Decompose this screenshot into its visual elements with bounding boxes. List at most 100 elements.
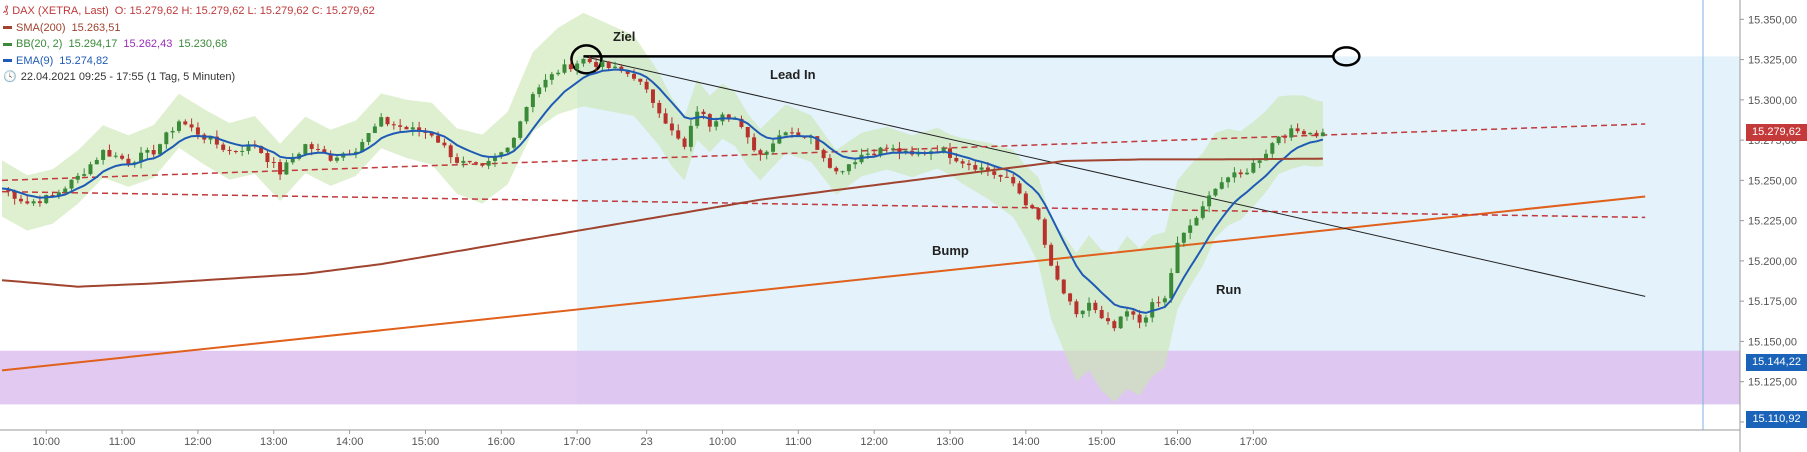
candle-body [113, 155, 118, 157]
candle-body [12, 191, 17, 199]
candle-body [549, 74, 554, 80]
candle-body [259, 146, 264, 153]
candle-body [1068, 293, 1073, 302]
candle-body [75, 175, 80, 180]
candle-body [992, 171, 997, 175]
candle-body [941, 148, 946, 152]
candle-body [303, 144, 308, 154]
candle-body [1238, 172, 1243, 175]
candle-body [436, 135, 441, 143]
candle-body [1207, 195, 1212, 207]
candle-body [107, 150, 112, 157]
candle-body [385, 117, 390, 125]
x-tick-label: 14:00 [1012, 436, 1040, 448]
target-start-circle [570, 44, 603, 75]
candle-body [322, 149, 327, 154]
candlesticks [6, 56, 1325, 332]
candle-body [587, 58, 592, 63]
candle-body [1074, 301, 1079, 315]
legend-range: 🕓 22.04.2021 09:25 - 17:55 (1 Tag, 5 Min… [3, 69, 375, 86]
legend-sma[interactable]: SMA(200) 15.263,51 [3, 20, 375, 37]
candle-body [278, 162, 283, 175]
bb-lower-value: 15.230,68 [178, 38, 228, 50]
candle-body [474, 162, 478, 164]
candle-body [827, 158, 832, 168]
candle-body [461, 160, 466, 163]
instrument-name[interactable]: DAX (XETRA, Last) [12, 5, 109, 17]
bb-upper-value: 15.294,17 [68, 38, 118, 50]
sma-value: 15.263,51 [71, 21, 121, 34]
candle-body [1112, 321, 1117, 329]
lower-channel-line [1, 190, 1646, 219]
candle-body [316, 148, 320, 150]
candle-body [151, 150, 156, 155]
candle-body [309, 144, 314, 149]
candle-body [669, 123, 674, 131]
candle-body [214, 136, 219, 145]
candle-body [1175, 242, 1180, 274]
candle-body [790, 132, 794, 134]
candle-body [189, 124, 194, 128]
legend-bb[interactable]: BB(20, 2) 15.294,17 15.262,43 15.230,68 [3, 36, 375, 53]
candle-body [170, 130, 175, 133]
chart-legend: ₰ DAX (XETRA, Last) O: 15.279,62 H: 15.2… [3, 3, 375, 86]
candle-body [530, 94, 535, 108]
candle-body [954, 157, 959, 162]
candle-body [240, 150, 245, 152]
candle-body [360, 142, 365, 152]
candle-body [1124, 311, 1129, 317]
candle-body [846, 164, 851, 172]
annotation-lead-in: Lead In [770, 67, 816, 82]
candle-body [1181, 232, 1186, 243]
x-tick-label: 15:00 [1088, 436, 1116, 448]
candle-body [511, 137, 516, 148]
x-tick-label: 13:00 [936, 436, 964, 448]
candle-body [518, 121, 523, 138]
candle-body [94, 159, 99, 165]
candle-body [979, 167, 984, 170]
candle-body [1042, 219, 1047, 245]
candle-body [492, 156, 497, 161]
x-tick-label: 10:00 [32, 436, 60, 448]
x-tick-label: 12:00 [184, 436, 212, 448]
candle-body [467, 160, 472, 163]
candle-body [1061, 279, 1066, 294]
candle-body [998, 174, 1003, 177]
candle-body [1314, 132, 1319, 137]
y-tick-label: 15.300,00 [1748, 95, 1797, 107]
candle-body [233, 151, 238, 153]
chart-type-icon: ₰ [3, 5, 9, 16]
candle-body [1282, 136, 1287, 138]
x-tick-label: 16:00 [1164, 436, 1192, 448]
y-tick-label: 15.325,00 [1748, 55, 1797, 67]
candle-body [1055, 265, 1060, 280]
candle-body [44, 195, 49, 204]
candle-body [1143, 317, 1148, 323]
candle-body [1232, 172, 1237, 178]
target-end-circle [1332, 46, 1361, 67]
annotation-bump: Bump [932, 243, 969, 258]
candle-body [884, 147, 889, 149]
indicator-lines [1, 68, 1324, 314]
candle-body [1301, 131, 1306, 135]
x-tick-label: 12:00 [860, 436, 888, 448]
legend-ema[interactable]: EMA(9) 15.274,82 [3, 53, 375, 70]
sma-label: SMA(200) [16, 21, 66, 34]
target-zone [0, 350, 1740, 405]
candle-body [1188, 225, 1193, 233]
x-tick-label: 15:00 [412, 436, 440, 448]
candle-body [632, 73, 636, 79]
candle-body [505, 147, 510, 153]
legend-instrument: ₰ DAX (XETRA, Last) O: 15.279,62 H: 15.2… [3, 3, 375, 20]
candle-body [1276, 136, 1281, 144]
bb-swatch [3, 42, 12, 46]
candle-body [663, 113, 668, 124]
candle-body [480, 163, 485, 166]
candle-body [606, 61, 611, 68]
candle-body [372, 126, 377, 134]
candle-body [1118, 316, 1123, 329]
candle-body [499, 152, 504, 157]
candle-body [1226, 177, 1231, 183]
candle-body [676, 130, 681, 139]
